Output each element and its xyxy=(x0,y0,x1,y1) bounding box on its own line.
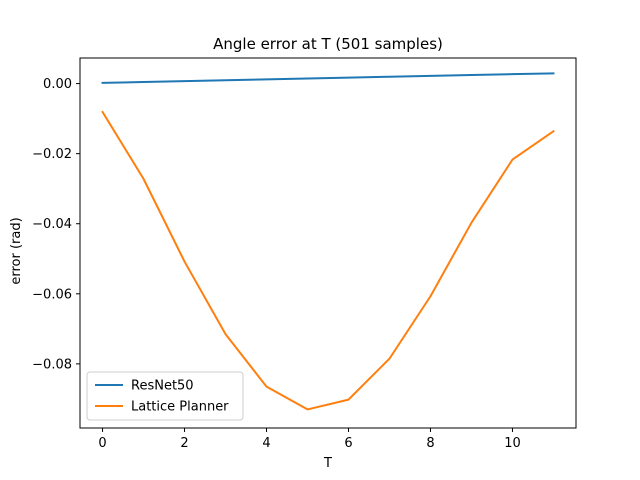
plot-area xyxy=(79,57,577,429)
y-axis-label: error (rad) xyxy=(9,217,24,284)
x-tick-label: 6 xyxy=(344,436,352,451)
chart-title: Angle error at T (501 samples) xyxy=(213,35,443,53)
series-line-resnet50 xyxy=(101,72,555,84)
axes-frame xyxy=(79,57,577,429)
y-tick-label: 0.00 xyxy=(43,77,72,92)
y-axis: 0.00 −0.02 −0.04 −0.06 −0.08 xyxy=(32,77,80,372)
series-layer xyxy=(101,72,555,411)
legend-box xyxy=(86,371,244,421)
x-tick-label: 8 xyxy=(426,436,434,451)
x-axis: 0 2 4 6 8 10 xyxy=(98,428,521,451)
x-tick-label: 0 xyxy=(98,436,106,451)
legend-entry: ResNet50 xyxy=(131,379,194,394)
x-axis-label: T xyxy=(323,456,332,471)
y-tick-label: −0.04 xyxy=(32,217,72,232)
y-tick-label: −0.08 xyxy=(32,357,72,372)
x-tick-label: 4 xyxy=(262,436,270,451)
y-tick-label: −0.02 xyxy=(32,147,72,162)
legend: ResNet50 Lattice Planner xyxy=(86,371,244,421)
legend-entry: Lattice Planner xyxy=(131,400,229,415)
x-tick-label: 10 xyxy=(504,436,521,451)
series-line-lattice-planner xyxy=(101,110,555,411)
y-tick-label: −0.06 xyxy=(32,287,72,302)
x-tick-label: 2 xyxy=(180,436,188,451)
